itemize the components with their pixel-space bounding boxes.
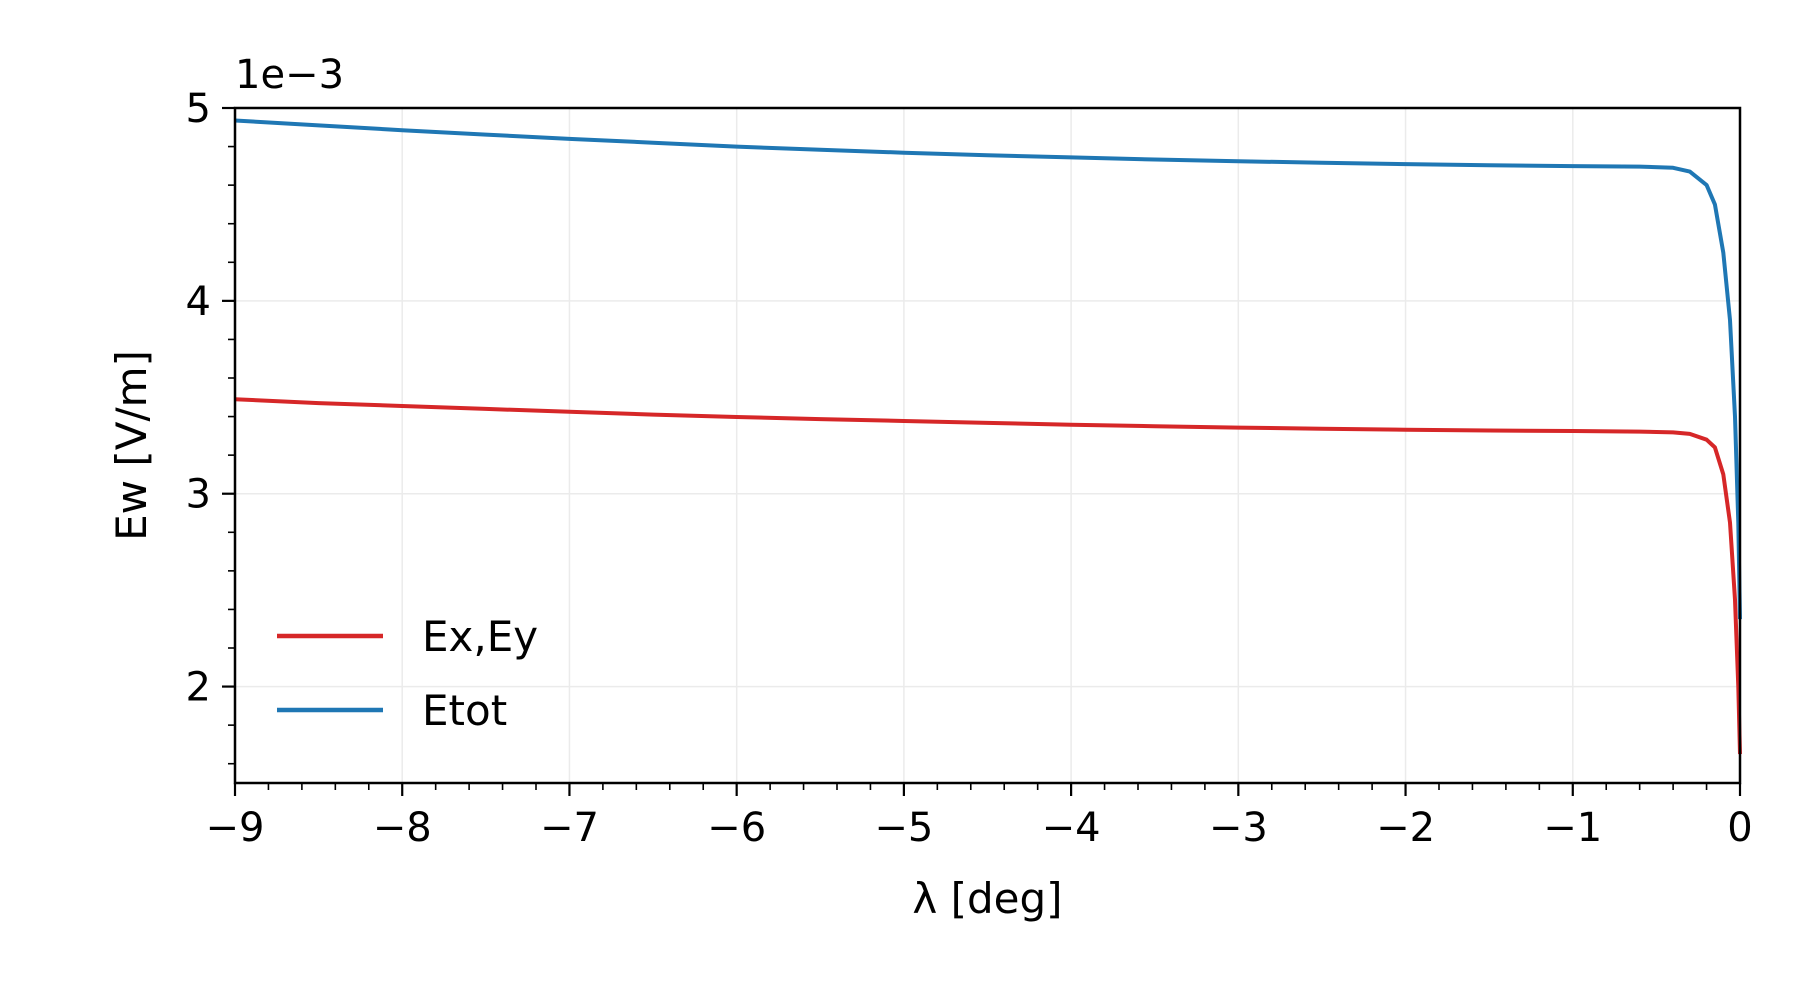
x-tick-label: −3: [1209, 805, 1268, 851]
x-tick-label: −7: [540, 805, 599, 851]
x-tick-label: −1: [1543, 805, 1602, 851]
y-axis-label: Ew [V/m]: [107, 350, 156, 541]
axis-ticks: −9 −8 −7 −6 −5 −4 −3 −2 −1 0 2 3 4 5: [186, 86, 1753, 851]
legend: Ex,Ey Etot: [277, 612, 538, 735]
x-tick-label: −4: [1042, 805, 1101, 851]
y-tick-label: 4: [186, 279, 211, 325]
x-axis-label: λ [deg]: [912, 874, 1062, 923]
grid: [234, 107, 1741, 783]
x-tick-label: −2: [1376, 805, 1435, 851]
plot-lines: [234, 118, 1742, 755]
x-tick-label: 0: [1727, 805, 1752, 851]
x-tick-label: −9: [206, 805, 265, 851]
series-line-etot: [234, 118, 1742, 620]
x-tick-label: −8: [373, 805, 432, 851]
y-axis-offset-label: 1e−3: [235, 52, 344, 98]
legend-label: Etot: [422, 686, 507, 735]
y-tick-label: 3: [186, 472, 211, 518]
legend-label: Ex,Ey: [422, 612, 538, 661]
y-tick-label: 5: [186, 86, 211, 132]
x-tick-label: −6: [707, 805, 766, 851]
x-tick-label: −5: [874, 805, 933, 851]
plot-frame: [233, 106, 1742, 785]
series-line-ex-ey: [234, 397, 1742, 755]
y-tick-label: 2: [186, 665, 211, 711]
